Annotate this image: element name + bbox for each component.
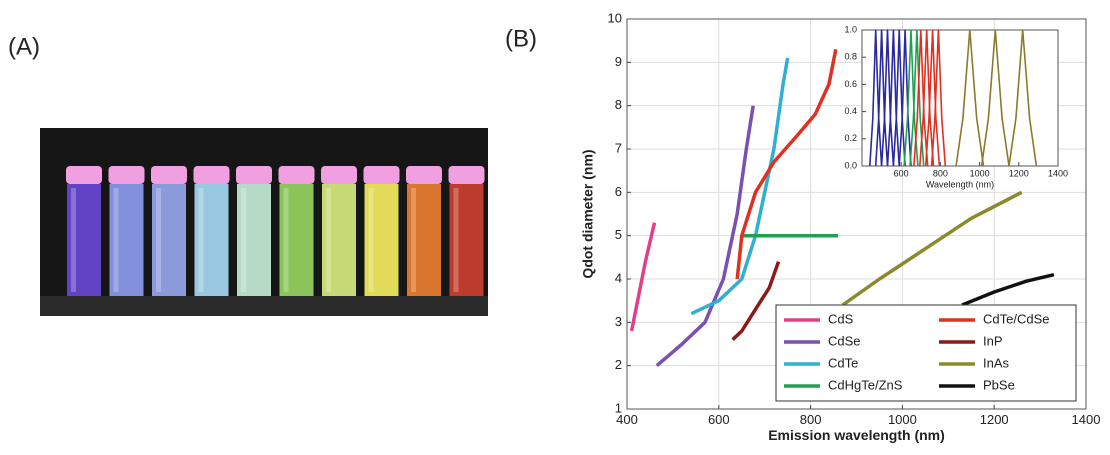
y-tick-label: 0.2: [844, 133, 857, 143]
y-tick-label: 8: [615, 97, 622, 112]
series-line: [735, 48, 838, 280]
vial: [364, 184, 399, 296]
x-axis-label: Emission wavelength (nm): [768, 427, 945, 443]
x-tick-label: 1200: [980, 412, 1009, 427]
plot-frame: [861, 29, 1059, 167]
vial-shine: [71, 188, 76, 292]
legend-label: CdTe: [828, 355, 858, 370]
y-tick-label: 1: [615, 400, 622, 415]
vial: [109, 184, 144, 296]
vial-shine: [453, 188, 459, 292]
panel-label: (A): [8, 33, 40, 60]
series-line: [655, 105, 755, 368]
y-axis-label: Qdot diameter (nm): [580, 149, 596, 278]
x-tick-label: 600: [894, 168, 909, 178]
vial: [67, 184, 101, 296]
legend-label: CdSe: [828, 333, 861, 348]
series-line: [880, 29, 895, 167]
vial: [194, 184, 229, 296]
vial: [152, 184, 186, 296]
vial: [449, 184, 484, 296]
vial: [322, 184, 356, 296]
x-tick-label: 1000: [888, 412, 917, 427]
x-tick-label: 1000: [970, 168, 990, 178]
vial-cap: [236, 166, 272, 184]
y-tick-label: 0.8: [844, 52, 857, 62]
vial-shine: [156, 188, 161, 292]
plot-frame: [626, 18, 1087, 410]
vial-cap: [406, 166, 442, 184]
series-line: [841, 190, 1023, 307]
y-tick-label: 0.0: [844, 160, 857, 170]
series-line: [961, 272, 1055, 307]
y-tick-label: 4: [615, 270, 622, 285]
series-line: [913, 29, 929, 167]
y-tick-label: 9: [615, 54, 622, 69]
series-line: [930, 29, 947, 167]
legend-label: InP: [983, 333, 1003, 348]
vial-photo: [40, 128, 488, 316]
vial-shine: [368, 188, 374, 292]
vial-cap: [66, 166, 102, 184]
y-tick-label: 5: [615, 227, 622, 242]
series-line: [955, 29, 985, 167]
legend-label: CdTe/CdSe: [983, 311, 1049, 326]
series-line: [874, 29, 889, 167]
series-line: [892, 29, 906, 167]
series-line: [980, 29, 1010, 167]
vial-shine: [241, 188, 246, 292]
series-line: [690, 57, 790, 316]
series-line: [886, 29, 900, 167]
y-tick-label: 0.4: [844, 106, 857, 116]
vial-cap: [363, 166, 400, 184]
vial-cap: [278, 166, 315, 184]
x-tick-label: 800: [800, 412, 822, 427]
series-line: [731, 261, 781, 341]
vial-cap: [193, 166, 230, 184]
y-tick-label: 7: [615, 140, 622, 155]
vial-shine: [411, 188, 416, 292]
y-tick-label: 0.6: [844, 79, 857, 89]
y-tick-label: 10: [608, 10, 622, 25]
x-tick-label: 800: [933, 168, 948, 178]
series-line: [919, 29, 935, 167]
panel-label: (B): [505, 25, 537, 52]
x-tick-label: 1400: [1048, 168, 1068, 178]
x-tick-label: 1400: [1072, 412, 1101, 427]
vial-shine: [283, 188, 289, 292]
vial-cap: [108, 166, 145, 184]
x-tick-label: 400: [616, 412, 638, 427]
vial: [279, 184, 314, 296]
series-line: [898, 29, 912, 167]
vial-shine: [326, 188, 331, 292]
vial-cap: [321, 166, 357, 184]
y-tick-label: 2: [615, 357, 622, 372]
legend-label: PbSe: [983, 377, 1015, 392]
x-tick-label: 600: [708, 412, 730, 427]
legend-box: [775, 304, 1077, 402]
legend-label: InAs: [983, 355, 1010, 370]
vial: [407, 184, 441, 296]
series-line: [1008, 29, 1038, 167]
y-tick-label: 1.0: [844, 24, 857, 34]
series-line: [924, 29, 941, 167]
vial-shine: [113, 188, 119, 292]
x-tick-label: 1200: [1009, 168, 1029, 178]
legend-label: CdS: [828, 311, 854, 326]
vial-cap: [448, 166, 485, 184]
vial-shine: [198, 188, 204, 292]
series-line: [869, 29, 883, 167]
series-line: [629, 222, 657, 332]
y-tick-label: 6: [615, 184, 622, 199]
vial-cap: [151, 166, 187, 184]
vial: [237, 184, 271, 296]
y-tick-label: 3: [615, 314, 622, 329]
legend-label: CdHgTe/ZnS: [828, 377, 903, 392]
x-axis-label: Wavelength (nm): [926, 179, 994, 189]
